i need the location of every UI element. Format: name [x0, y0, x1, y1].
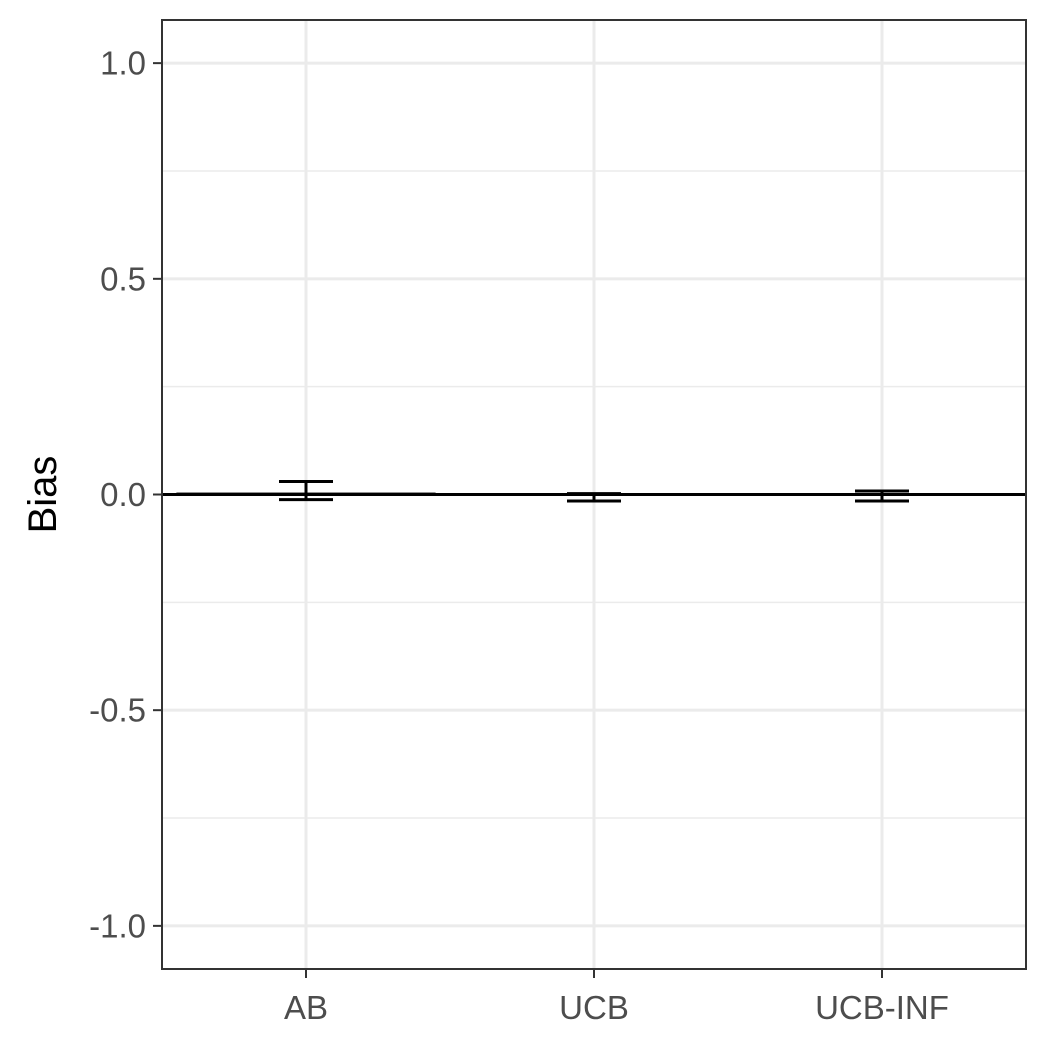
y-tick-label: -0.5 — [89, 692, 146, 729]
errorbar-ucb — [567, 492, 621, 503]
x-tick-label: AB — [284, 989, 328, 1026]
y-axis-title: Bias — [21, 456, 65, 534]
x-tick-label: UCB — [559, 989, 629, 1026]
y-tick-label: 1.0 — [100, 45, 146, 82]
y-tick-label: 0.5 — [100, 260, 146, 297]
errorbar-ab — [279, 480, 333, 502]
y-tick-label: 0.0 — [100, 476, 146, 513]
y-tick-label: -1.0 — [89, 907, 146, 944]
x-tick-label: UCB-INF — [815, 989, 949, 1026]
errorbar-ucb-inf — [855, 489, 909, 503]
error-bars — [279, 480, 909, 503]
axes: 1.0 0.5 0.0 -0.5 -1.0 AB UCB UCB-INF — [89, 45, 949, 1026]
